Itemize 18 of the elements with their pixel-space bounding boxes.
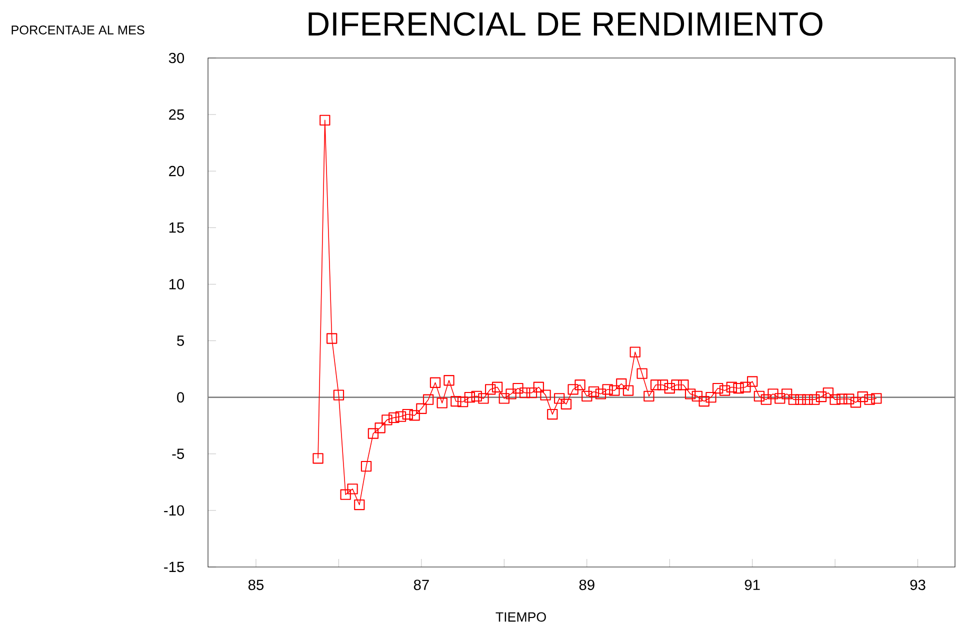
y-tick-label: 10 — [169, 279, 184, 290]
y-tick-label: 5 — [177, 336, 184, 346]
y-tick-label: 15 — [169, 222, 184, 233]
y-tick-label: -10 — [164, 505, 184, 516]
x-tick-label: 87 — [414, 580, 429, 590]
y-tick-label: 0 — [177, 392, 184, 403]
x-axis-title: TIEMPO — [496, 612, 546, 622]
x-tick-label: 85 — [248, 580, 264, 590]
y-tick-label: -15 — [164, 562, 184, 572]
y-tick-label: 30 — [168, 52, 184, 64]
x-tick-label: 89 — [579, 580, 594, 590]
y-tick-label: -5 — [172, 448, 184, 459]
y-tick-label: 20 — [169, 166, 184, 176]
x-tick-label: 93 — [910, 580, 926, 590]
x-tick-label: 91 — [744, 580, 760, 590]
y-tick-label: 25 — [169, 109, 184, 120]
y-axis-title: PORCENTAJE AL MES — [12, 26, 144, 34]
chart-title: DIFERENCIAL DE RENDIMIENTO — [308, 12, 822, 36]
